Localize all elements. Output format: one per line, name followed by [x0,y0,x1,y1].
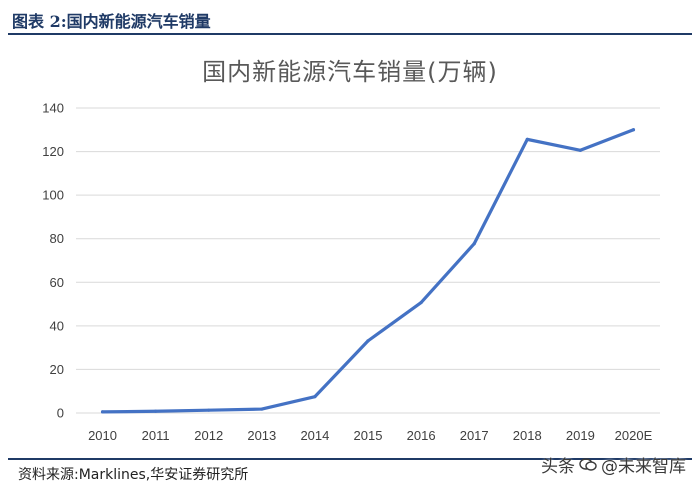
x-tick-label: 2016 [407,428,436,443]
data-point-2016 [419,300,423,305]
y-tick-label: 120 [42,144,64,159]
y-tick-label: 40 [50,318,64,333]
data-point-2014 [313,395,317,399]
data-point-2017 [472,242,476,246]
header-divider [8,33,692,35]
data-point-2015 [366,339,370,343]
data-point-2011 [154,409,158,413]
y-tick-label: 140 [42,101,64,116]
chart-title: 国内新能源汽车销量(万辆) [202,58,498,86]
y-axis-tick-labels: 0 20 40 60 80 100 120 140 [42,101,64,421]
y-tick-label: 80 [50,231,64,246]
data-point-2018 [525,137,529,141]
data-point-2019 [578,148,582,152]
y-tick-label: 20 [50,362,64,377]
x-tick-label: 2011 [142,428,170,443]
x-tick-label: 2014 [300,428,329,443]
source-note: 资料来源:Marklines,华安证券研究所 [18,467,249,483]
data-point-2012 [207,408,211,412]
watermark-prefix: 头条 [541,457,575,477]
series-points [100,128,636,414]
x-tick-label: 2013 [247,428,276,443]
chat-bubble-icon [579,457,597,471]
x-tick-label: 2018 [513,428,542,443]
watermark-handle: @未来智库 [601,457,686,477]
x-tick-label: 2015 [354,428,383,443]
y-tick-label: 60 [50,275,64,290]
grid-lines [76,107,660,414]
x-tick-label: 2020E [615,428,653,443]
watermark: 头条 @未来智库 [541,452,686,477]
figure-caption: 图表 2:国内新能源汽车销量 [12,12,211,31]
data-point-2010 [100,410,105,414]
x-tick-label: 2012 [194,428,223,443]
data-point-2013 [260,407,264,411]
y-tick-label: 100 [42,188,64,203]
x-tick-label: 2010 [88,428,117,443]
data-point-2020E [631,128,636,132]
y-tick-label: 0 [57,406,64,421]
x-axis-tick-labels: 2010 2011 2012 2013 2014 2015 2016 2017 2018 2019… [88,428,652,443]
x-tick-label: 2019 [566,428,595,443]
footer-divider [8,458,692,460]
x-tick-label: 2017 [460,428,489,443]
